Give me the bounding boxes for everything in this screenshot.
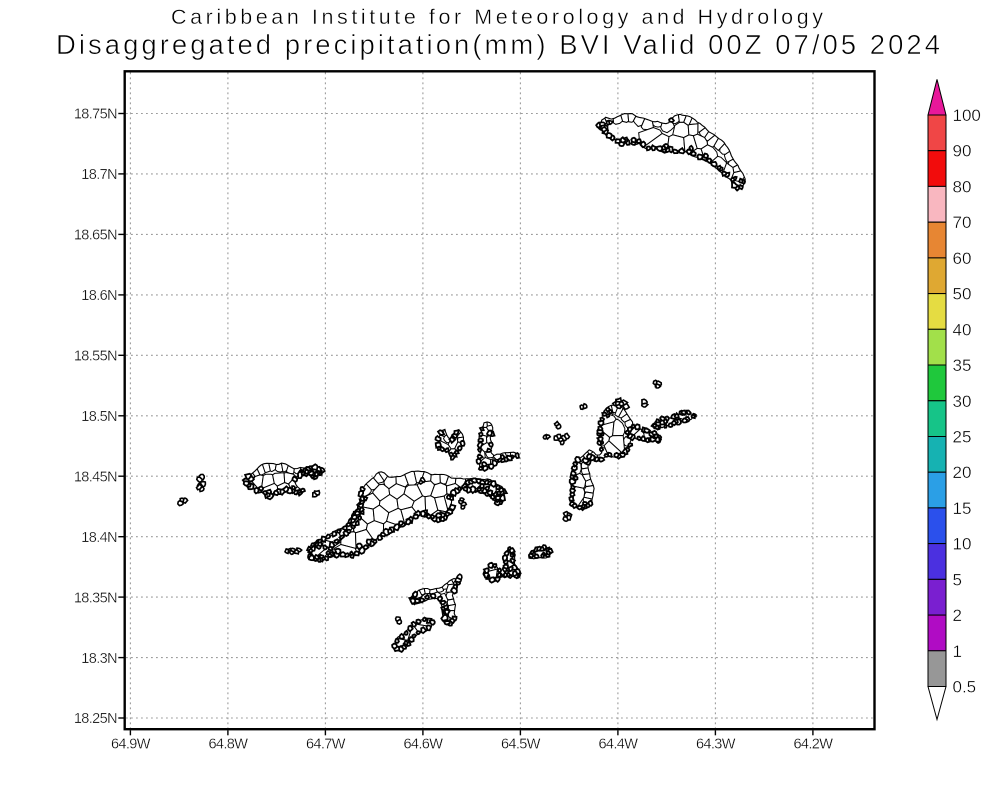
svg-text:10: 10 [953,535,972,554]
svg-text:18.6N: 18.6N [81,288,117,304]
svg-text:25: 25 [953,428,972,447]
svg-text:18.4N: 18.4N [81,530,117,546]
svg-text:20: 20 [953,463,972,482]
svg-text:60: 60 [953,249,972,268]
svg-text:100: 100 [953,106,981,125]
svg-text:18.7N: 18.7N [81,167,117,183]
svg-text:35: 35 [953,356,972,375]
svg-text:18.75N: 18.75N [74,107,117,123]
svg-text:64.9W: 64.9W [111,737,151,753]
svg-text:18.55N: 18.55N [74,349,117,365]
svg-text:2: 2 [953,606,962,625]
svg-text:18.3N: 18.3N [81,651,117,667]
svg-text:1: 1 [953,642,962,661]
svg-text:64.6W: 64.6W [403,737,443,753]
svg-text:18.65N: 18.65N [74,228,117,244]
svg-text:64.8W: 64.8W [208,737,248,753]
svg-text:80: 80 [953,177,972,196]
svg-text:30: 30 [953,392,972,411]
svg-text:64.4W: 64.4W [598,737,638,753]
svg-text:90: 90 [953,142,972,161]
svg-text:18.35N: 18.35N [74,590,117,606]
svg-text:64.7W: 64.7W [306,737,346,753]
svg-text:18.45N: 18.45N [74,469,117,485]
svg-text:18.5N: 18.5N [81,409,117,425]
svg-text:64.3W: 64.3W [696,737,736,753]
svg-text:64.2W: 64.2W [793,737,833,753]
svg-text:40: 40 [953,320,972,339]
svg-text:70: 70 [953,213,972,232]
svg-text:Disaggregated precipitation(mm: Disaggregated precipitation(mm) BVI Vali… [56,29,940,60]
svg-text:50: 50 [953,285,972,304]
svg-text:0.5: 0.5 [953,678,977,697]
svg-text:18.25N: 18.25N [74,711,117,727]
svg-text:15: 15 [953,499,972,518]
svg-text:5: 5 [953,570,962,589]
svg-text:64.5W: 64.5W [501,737,541,753]
